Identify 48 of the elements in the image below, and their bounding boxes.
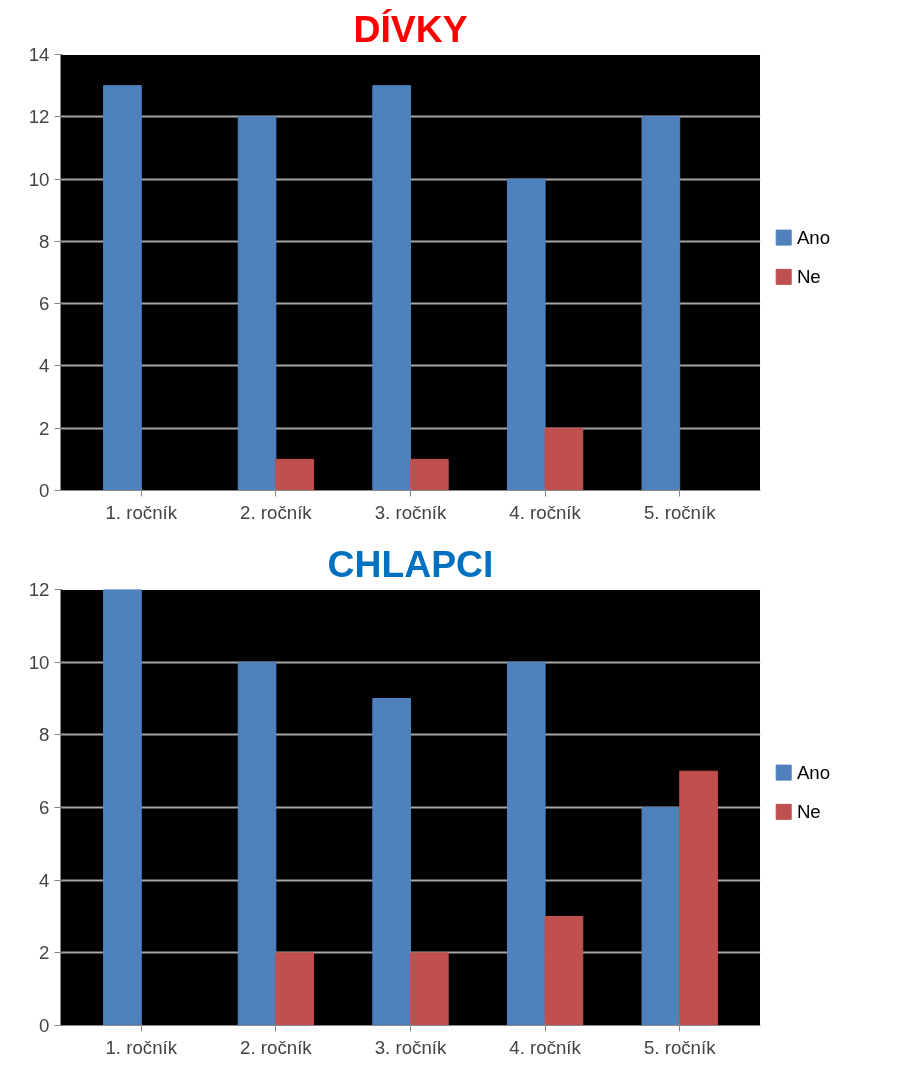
bar (410, 458, 449, 491)
y-tick-label: 6 (39, 293, 50, 315)
chart-title: DÍVKY (353, 7, 468, 50)
bar (641, 116, 681, 491)
y-tick-label: 8 (39, 724, 50, 746)
bar (275, 952, 315, 1026)
legend-label: Ano (796, 227, 831, 249)
y-tick-label: 14 (28, 44, 50, 65)
x-tick-label: 3. ročník (374, 1036, 447, 1058)
y-tick-label: 0 (39, 480, 50, 501)
bar (372, 85, 411, 491)
y-tick-label: 12 (28, 106, 50, 128)
x-tick-label: 3. ročník (374, 501, 447, 523)
bar (410, 952, 449, 1026)
legend-label: Ne (796, 266, 821, 288)
bar (237, 661, 277, 1026)
bar (544, 427, 584, 491)
bar (506, 178, 546, 491)
legend-label: Ne (796, 801, 821, 823)
legend-label: Ano (796, 762, 831, 784)
bar (103, 589, 142, 1026)
x-tick-label: 2. ročník (240, 1036, 313, 1058)
chart-title: CHLAPCI (327, 542, 494, 585)
x-tick-label: 5. ročník (643, 1036, 717, 1058)
bar (237, 116, 277, 491)
x-tick-label: 1. ročník (105, 1036, 178, 1058)
y-tick-label: 0 (39, 1015, 50, 1036)
y-tick-label: 4 (39, 355, 50, 377)
bar (679, 770, 718, 1026)
x-tick-label: 2. ročník (240, 501, 313, 523)
y-tick-label: 2 (39, 942, 50, 964)
y-tick-label: 10 (28, 651, 50, 673)
bar (372, 698, 411, 1026)
y-tick-label: 8 (39, 230, 50, 252)
x-tick-label: 4. ročník (509, 1036, 582, 1058)
bar (544, 916, 584, 1026)
bar (103, 85, 142, 491)
y-tick-label: 12 (28, 579, 50, 600)
x-tick-label: 1. ročník (105, 501, 178, 523)
bar (506, 661, 546, 1026)
bar (641, 807, 681, 1026)
y-tick-label: 10 (28, 168, 50, 190)
y-tick-label: 2 (39, 417, 50, 439)
y-tick-label: 6 (39, 797, 50, 818)
bar (275, 458, 315, 491)
x-tick-label: 4. ročník (509, 501, 582, 523)
y-tick-label: 4 (39, 869, 50, 891)
x-tick-label: 5. ročník (643, 501, 717, 523)
